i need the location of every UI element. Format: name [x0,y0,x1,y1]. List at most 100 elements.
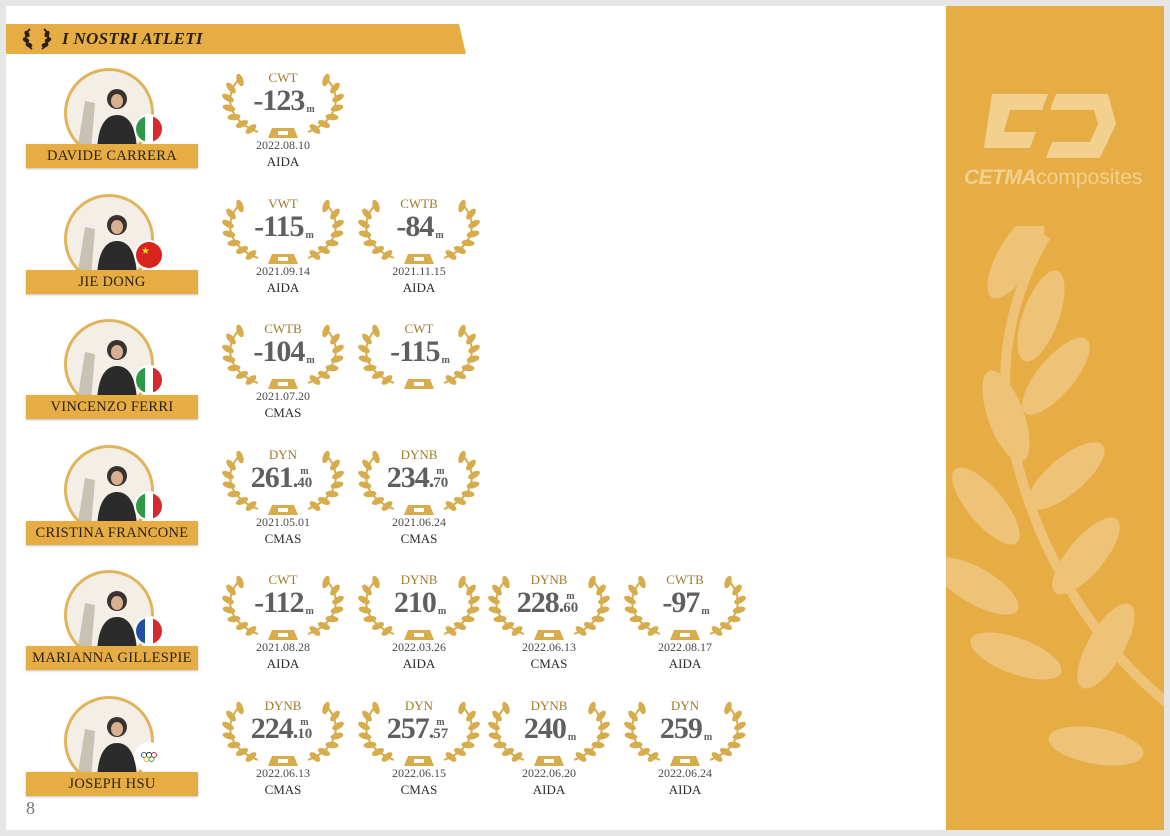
laurel-leaf [1017,270,1065,362]
record-value: -104 m [253,335,315,369]
laurel-wreath-icon [358,324,480,390]
record-badge: DYN 259 m 2022.06.24 AIDA [620,698,750,818]
athlete-row: ★ JIE DONG VWT -115 m 2021.09.14 AIDA CWTB -84 m 2… [6,193,946,320]
record-value: 240 m [523,712,577,745]
athlete-name: VINCENZO FERRI [26,395,198,420]
record-organization: CMAS [264,782,302,797]
record-decimals: 57 [433,726,449,742]
unit-label: m [306,104,315,115]
record-badge: DYN 261. m 40 2021.05.01 CMAS [218,447,348,567]
laurel-leaf [946,557,1019,615]
unit-label: m [441,355,450,367]
record-value: 259 m [659,712,713,745]
laurel-wreath-icon [624,576,746,641]
laurel-wreath-icon [222,576,344,641]
laurel-wreath-icon [358,701,480,766]
athlete-row: MARIANNA GILLESPIE CWT -112 m 2021.08.28 AIDA… [6,570,946,696]
cetma-logo-icon [984,94,1116,158]
record-value: -84 m [396,209,444,243]
record-value: 257. m 57 [386,712,449,745]
record-discipline: VWT [268,195,298,211]
record-badge: CWTB -104 m 2021.07.20 CMAS [218,321,348,441]
athlete-row: DAVIDE CARRERA CWT -123 m 2022.08.10 AIDA [6,68,946,194]
record-value: -115 m [254,209,314,243]
athlete-photo [64,68,154,158]
record-organization: AIDA [402,279,436,295]
laurel-wreath-icon [624,701,746,766]
laurel-wreath-icon [358,199,480,264]
record-discipline: DYN [268,446,298,462]
laurel-leaf [982,370,1030,462]
record-value: -97 m [662,586,710,620]
unit-label: m [435,229,444,241]
china-flag-icon: ★ [134,239,164,270]
record-badge: CWT -123 m 2022.08.10 AIDA [218,70,348,190]
unit-label: m [566,591,575,603]
athlete-name: JIE DONG [26,269,198,294]
laurel-leaf [1048,726,1144,766]
record-discipline: DYN [670,698,700,713]
record-organization: AIDA [532,782,566,797]
brand-logo-text: CETMAcomposites [964,166,1143,189]
record-value: 210 m [393,586,447,620]
athlete-row: CRISTINA FRANCONE DYN 261. m 40 2021.05.01 CMA… [6,444,946,571]
record-value: -112 m [254,586,314,620]
record-badge: CWTB -97 m 2022.08.17 AIDA [620,572,750,692]
record-date: 2022.08.10 [256,138,310,152]
unit-label: m [300,717,309,728]
record-date: 2022.06.13 [256,766,310,780]
record-discipline: CWT [404,321,434,337]
record-date: 2021.08.28 [256,640,310,655]
record-badge: CWT -115 m [354,321,484,441]
unit-label: m [305,229,314,241]
section-header: I NOSTRI ATLETI [6,24,466,54]
record-badge: CWT -112 m 2021.08.28 AIDA [218,572,348,692]
unit-label: m [701,606,710,618]
record-date: 2022.06.24 [658,766,712,780]
svg-text:★: ★ [141,246,150,257]
record-value: 234. m 70 [386,460,449,494]
record-date: 2022.06.13 [522,640,576,655]
laurel-branch-decoration [946,226,1164,766]
record-discipline: DYNB [530,698,568,713]
record-badge: DYNB 240 m 2022.06.20 AIDA [484,698,614,818]
record-discipline: DYNB [530,572,568,588]
unit-label: m [305,606,314,618]
record-date: 2021.05.01 [256,514,310,529]
unit-label: m [436,717,445,728]
athlete-name: DAVIDE CARRERA [26,144,198,168]
record-date: 2021.06.24 [392,514,446,529]
record-discipline: CWTB [264,321,302,337]
record-decimals: 40 [297,474,313,491]
record-organization: CMAS [264,405,302,421]
record-date: 2021.07.20 [256,389,310,404]
record-badge: CWTB -84 m 2021.11.15 AIDA [354,196,484,316]
athlete-row: VINCENZO FERRI CWTB -104 m 2021.07.20 CMAS CWT… [6,319,946,445]
athlete-row: JOSEPH HSU DYNB 224. m 10 2022.06.13 CMAS DYN 25… [6,696,946,822]
record-decimals: 60 [563,600,579,617]
laurel-wreath-icon [222,324,344,390]
italy-flag-icon [134,365,164,396]
laurel-wreath-icon [358,576,480,641]
record-organization: CMAS [264,530,302,546]
laurel-wreath-icon [222,450,344,515]
record-value: -115 m [390,335,450,369]
record-date: 2022.03.26 [392,640,446,655]
unit-label: m [436,465,445,477]
page-number: 8 [26,798,35,818]
record-badge: DYNB 228. m 60 2022.06.13 CMAS [484,572,614,692]
record-organization: AIDA [668,782,702,797]
record-date: 2021.11.15 [392,263,446,278]
record-discipline: DYNB [264,698,302,713]
unit-label: m [437,606,447,618]
laurel-leaf [1027,442,1105,510]
record-date: 2021.09.14 [256,263,310,278]
record-organization: CMAS [400,782,438,797]
chinese-taipei-olympic-flag-icon [134,742,164,772]
record-value: 228. m 60 [516,586,579,620]
laurel-wreath-icon [222,73,344,138]
laurel-wreath-icon [488,701,610,766]
record-badge: DYN 257. m 57 2022.06.15 CMAS [354,698,484,818]
unit-label: m [306,355,315,367]
athlete-photo [64,193,154,284]
